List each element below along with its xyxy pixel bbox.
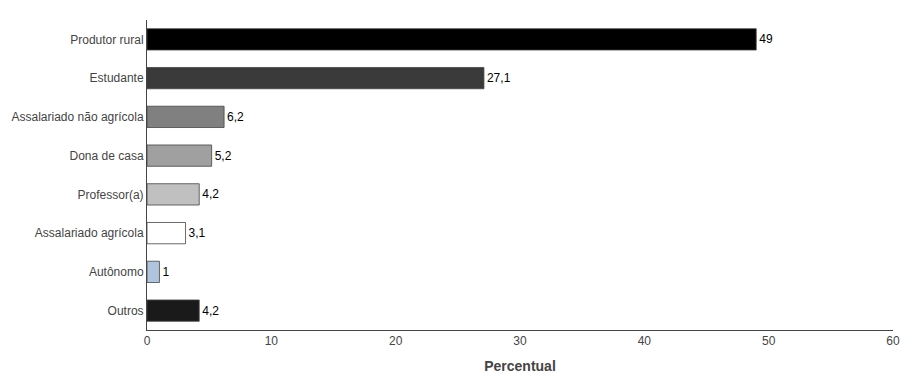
svg-text:3,1: 3,1: [189, 226, 206, 240]
svg-text:0: 0: [144, 334, 151, 348]
svg-text:Assalariado não agrícola: Assalariado não agrícola: [12, 110, 144, 124]
svg-text:Dona de casa: Dona de casa: [70, 149, 144, 163]
svg-text:5,2: 5,2: [215, 149, 232, 163]
svg-text:4,2: 4,2: [202, 304, 219, 318]
svg-text:10: 10: [265, 334, 279, 348]
svg-text:4,2: 4,2: [202, 187, 219, 201]
svg-text:Produtor rural: Produtor rural: [70, 33, 143, 47]
svg-text:Professor(a): Professor(a): [78, 188, 144, 202]
svg-text:40: 40: [638, 334, 652, 348]
svg-text:Outros: Outros: [108, 304, 144, 318]
svg-text:6,2: 6,2: [227, 110, 244, 124]
svg-text:Assalariado agrícola: Assalariado agrícola: [35, 226, 144, 240]
svg-text:Percentual: Percentual: [484, 358, 556, 374]
svg-text:50: 50: [762, 334, 776, 348]
svg-text:30: 30: [513, 334, 527, 348]
svg-text:Estudante: Estudante: [90, 71, 144, 85]
svg-text:60: 60: [886, 334, 900, 348]
svg-text:49: 49: [759, 32, 773, 46]
svg-text:Autônomo: Autônomo: [89, 265, 144, 279]
svg-text:27,1: 27,1: [487, 71, 511, 85]
svg-text:1: 1: [162, 265, 169, 279]
svg-text:20: 20: [389, 334, 403, 348]
